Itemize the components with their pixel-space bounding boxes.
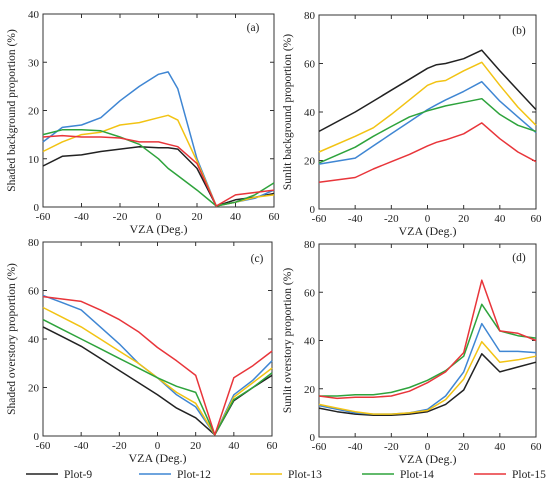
x-tick-label: -20 (384, 441, 399, 453)
legend-label: Plot-12 (177, 469, 211, 481)
x-tick-label: 60 (531, 441, 543, 453)
legend: Plot-9 Plot-12 Plot-13 Plot-14 Plot-15 (26, 469, 546, 481)
x-tick-label: -60 (36, 211, 51, 223)
legend-item-plot-13: Plot-13 (250, 469, 322, 481)
panel-4: -60 -40 -20 0 20 40 60 0 20 40 60 80 (d) VZA (Deg.) Su… (282, 239, 542, 466)
x-tick-label: -40 (348, 441, 363, 453)
series-line-plot-15 (318, 279, 537, 400)
x-tick-label: 0 (425, 213, 431, 225)
plot-frame (42, 241, 273, 437)
y-tick-label: 0 (310, 432, 316, 444)
y-tick-label: 80 (304, 239, 316, 251)
legend-item-plot-12: Plot-12 (139, 469, 211, 481)
x-tick-label: 60 (531, 213, 543, 225)
legend-item-plot-15: Plot-15 (474, 469, 546, 481)
x-tick-label: -60 (312, 213, 327, 225)
x-tick-label: 0 (155, 440, 161, 452)
series-line-plot-12 (318, 80, 537, 165)
legend-label: Plot-13 (288, 469, 322, 481)
series-line-plot-12 (318, 322, 537, 415)
y-tick-label: 0 (310, 204, 316, 216)
x-tick-label: 20 (458, 441, 470, 453)
x-tick-label: -40 (348, 213, 363, 225)
series-line-plot-14 (318, 97, 537, 164)
plot-frame (42, 13, 275, 208)
y-axis-title: Shaded overstory proportion (%) (6, 263, 18, 415)
series-line-plot-14 (42, 129, 275, 207)
x-tick-label: 0 (156, 211, 162, 223)
panel-label: (c) (251, 253, 264, 265)
y-tick-label: 40 (304, 336, 316, 348)
plot-frame (318, 243, 537, 438)
y-tick-label: 80 (304, 10, 316, 22)
y-tick-label: 60 (304, 59, 316, 71)
panel-label: (d) (512, 252, 526, 264)
x-tick-label: 40 (230, 211, 242, 223)
panel-1: -60 -40 -20 0 20 40 60 0 10 20 30 40 (a) VZA (Deg.) Sh… (6, 9, 280, 236)
y-tick-label: 80 (28, 237, 40, 249)
legend-label: Plot-9 (64, 469, 92, 481)
x-tick-label: -40 (74, 440, 89, 452)
y-axis-title: Sunlit overstory proportion (%) (282, 268, 294, 413)
series-line-plot-12 (42, 294, 273, 436)
y-tick-label: 20 (28, 106, 40, 118)
y-tick-label: 20 (28, 383, 40, 395)
panel-label: (b) (512, 25, 526, 37)
x-tick-label: -20 (112, 440, 127, 452)
series-line-plot-15 (42, 134, 275, 207)
x-tick-label: -60 (36, 440, 51, 452)
y-tick-label: 0 (34, 202, 40, 214)
x-axis-title: VZA (Deg.) (399, 224, 457, 238)
series-line-plot-15 (42, 295, 273, 436)
legend-item-plot-14: Plot-14 (362, 469, 434, 481)
panel-3: -60 -40 -20 0 20 40 60 0 20 40 60 80 (c) VZA (Deg.) Sh… (6, 237, 278, 465)
y-tick-label: 60 (28, 286, 40, 298)
y-tick-label: 10 (28, 154, 40, 166)
x-axis-title: VZA (Deg.) (130, 222, 188, 236)
series-line-plot-9 (42, 326, 273, 436)
y-axis-title: Sunlit background proportion (%) (282, 34, 294, 190)
y-tick-label: 60 (304, 287, 316, 299)
x-tick-label: 0 (425, 441, 431, 453)
series-line-plot-9 (318, 49, 537, 133)
panel-label: (a) (247, 22, 260, 34)
series-line-plot-13 (318, 61, 537, 153)
series-line-plot-14 (42, 318, 273, 436)
legend-item-plot-9: Plot-9 (26, 469, 92, 481)
series-line-plot-9 (42, 145, 275, 207)
x-tick-label: 40 (228, 440, 240, 452)
x-tick-label: 40 (494, 213, 506, 225)
x-tick-label: 20 (190, 440, 202, 452)
x-axis-title: VZA (Deg.) (129, 451, 187, 465)
x-tick-label: -60 (312, 441, 327, 453)
series-line-plot-13 (318, 340, 537, 415)
x-tick-label: -20 (113, 211, 128, 223)
y-tick-label: 40 (304, 107, 316, 119)
series-line-plot-12 (42, 71, 275, 207)
x-tick-label: 40 (494, 441, 506, 453)
y-tick-label: 40 (28, 9, 40, 21)
series-line-plot-15 (318, 122, 537, 184)
legend-label: Plot-15 (512, 469, 546, 481)
series-line-plot-13 (42, 306, 273, 436)
y-tick-label: 20 (304, 384, 316, 396)
series-line-plot-9 (318, 353, 537, 417)
legend-label: Plot-14 (400, 469, 434, 481)
y-tick-label: 40 (28, 334, 40, 346)
x-tick-label: 20 (192, 211, 204, 223)
y-tick-label: 20 (304, 156, 316, 168)
y-tick-label: 0 (34, 431, 40, 443)
x-axis-title: VZA (Deg.) (399, 452, 457, 466)
x-tick-label: 20 (458, 213, 470, 225)
plot-frame (318, 14, 537, 210)
y-axis-title: Shaded background proportion (%) (6, 29, 18, 192)
x-tick-label: 60 (267, 440, 279, 452)
series-line-plot-13 (42, 114, 275, 207)
x-tick-label: -40 (74, 211, 89, 223)
panel-2: -60 -40 -20 0 20 40 60 0 20 40 60 80 (b) VZA (Deg.) Su… (282, 10, 542, 238)
x-tick-label: -20 (384, 213, 399, 225)
y-tick-label: 30 (28, 57, 40, 69)
x-tick-label: 60 (269, 211, 281, 223)
